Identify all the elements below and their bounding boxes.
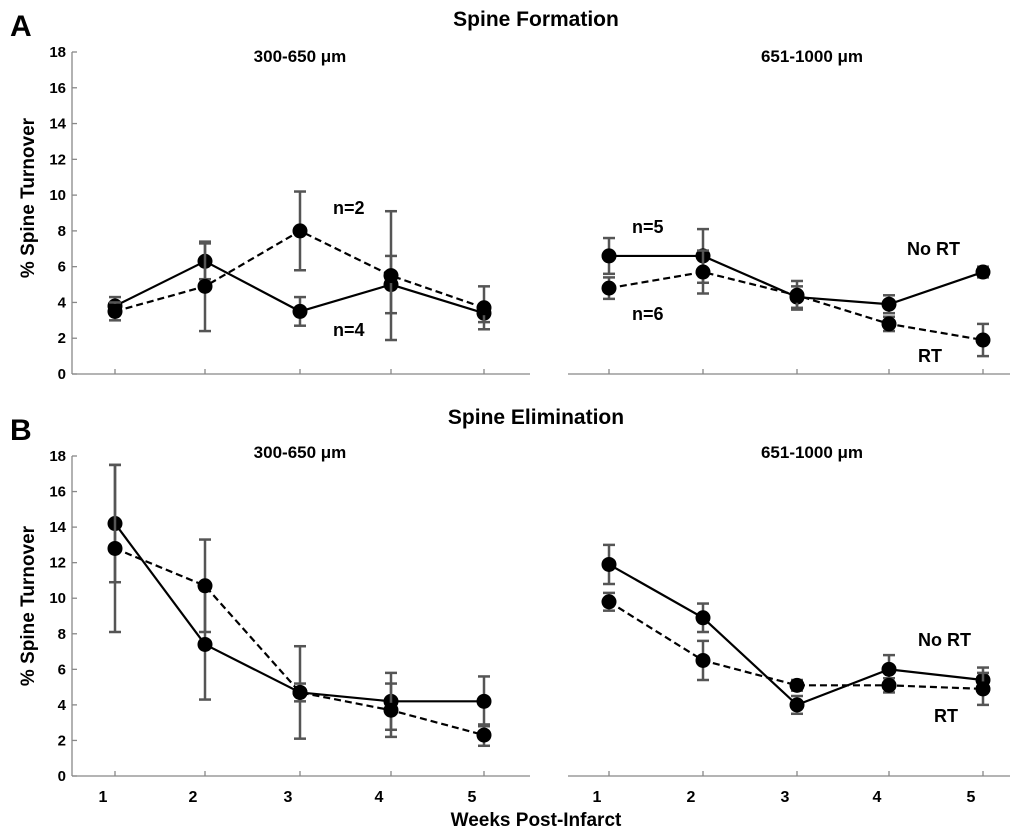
- data-point: [881, 316, 897, 332]
- annotation-n2: n=2: [333, 198, 365, 218]
- data-point: [476, 727, 492, 743]
- data-point: [292, 684, 308, 700]
- data-point: [881, 296, 897, 312]
- panel-letter-b: B: [10, 414, 32, 447]
- data-point: [695, 652, 711, 668]
- x-axis-label: Weeks Post-Infarct: [451, 810, 622, 831]
- x-tick-label: 1: [593, 789, 602, 806]
- data-point: [383, 702, 399, 718]
- x-tick-label: 5: [967, 789, 976, 806]
- y-tick-label: 8: [58, 626, 66, 643]
- y-tick-label: 14: [49, 116, 66, 133]
- data-point: [107, 540, 123, 556]
- y-tick-label: 6: [58, 259, 66, 276]
- x-tick-label: 4: [873, 789, 882, 806]
- series-label-no-rt-a: No RT: [907, 239, 960, 259]
- y-tick-label: 4: [58, 697, 67, 714]
- x-tick-label: 3: [781, 789, 790, 806]
- subtitle-a-right: 651-1000 μm: [761, 47, 863, 66]
- data-point: [601, 280, 617, 296]
- panel-title-b: Spine Elimination: [448, 406, 624, 429]
- data-point: [881, 661, 897, 677]
- data-point: [881, 677, 897, 693]
- series-line-dashed: [608, 600, 984, 690]
- annotation-n5: n=5: [632, 217, 664, 237]
- x-tick-label: 1: [99, 789, 108, 806]
- data-point: [476, 300, 492, 316]
- data-point: [975, 681, 991, 697]
- y-tick-label: 0: [58, 366, 66, 383]
- data-point: [292, 223, 308, 239]
- data-point: [476, 693, 492, 709]
- data-point: [601, 248, 617, 264]
- data-point: [789, 677, 805, 693]
- y-tick-label: 18: [49, 448, 66, 465]
- y-tick-label: 12: [49, 555, 66, 572]
- y-tick-label: 6: [58, 661, 66, 678]
- x-tick-label: 3: [284, 789, 293, 806]
- series-label-no-rt-b: No RT: [918, 630, 971, 650]
- subtitle-b-right: 651-1000 μm: [761, 443, 863, 462]
- data-point: [383, 268, 399, 284]
- panel-letter-a: A: [10, 10, 32, 43]
- annotation-n4: n=4: [333, 320, 365, 340]
- y-tick-label: 10: [49, 187, 66, 204]
- x-tick-label: 5: [468, 789, 477, 806]
- series-label-rt-a: RT: [918, 346, 942, 366]
- series-line-dashed: [114, 547, 485, 737]
- data-point: [695, 610, 711, 626]
- y-tick-label: 16: [49, 484, 66, 501]
- y-tick-label: 18: [49, 44, 66, 61]
- y-axis-label-b: % Spine Turnover: [18, 525, 39, 686]
- plot-formation-300-650: 0 2 4 6 8 10 12 14 16 18: [49, 44, 530, 383]
- data-point: [789, 287, 805, 303]
- data-point: [601, 556, 617, 572]
- data-point: [197, 578, 213, 594]
- y-tick-label: 14: [49, 519, 66, 536]
- y-tick-label: 10: [49, 590, 66, 607]
- data-point: [197, 636, 213, 652]
- y-tick-label: 0: [58, 768, 66, 785]
- data-point: [601, 594, 617, 610]
- data-point: [292, 303, 308, 319]
- subtitle-a-left: 300-650 μm: [254, 47, 347, 66]
- data-point: [107, 303, 123, 319]
- data-point: [197, 278, 213, 294]
- subtitle-b-left: 300-650 μm: [254, 443, 347, 462]
- series-label-rt-b: RT: [934, 706, 958, 726]
- y-axis-label-a: % Spine Turnover: [18, 117, 39, 278]
- annotation-n6: n=6: [632, 304, 664, 324]
- y-tick-label: 2: [58, 732, 66, 749]
- data-point: [789, 697, 805, 713]
- y-tick-label: 4: [58, 294, 67, 311]
- y-tick-label: 16: [49, 80, 66, 97]
- plot-elimination-651-1000: 1 2 3 4 5: [568, 543, 1010, 806]
- y-tick-label: 8: [58, 223, 66, 240]
- x-tick-label: 4: [375, 789, 384, 806]
- x-tick-label: 2: [687, 789, 696, 806]
- data-point: [975, 332, 991, 348]
- panel-title-a: Spine Formation: [453, 8, 619, 31]
- data-point: [695, 264, 711, 280]
- x-tick-label: 2: [189, 789, 198, 806]
- y-tick-label: 2: [58, 330, 66, 347]
- data-point: [975, 264, 991, 280]
- y-tick-label: 12: [49, 151, 66, 168]
- plot-formation-651-1000: [568, 227, 1010, 375]
